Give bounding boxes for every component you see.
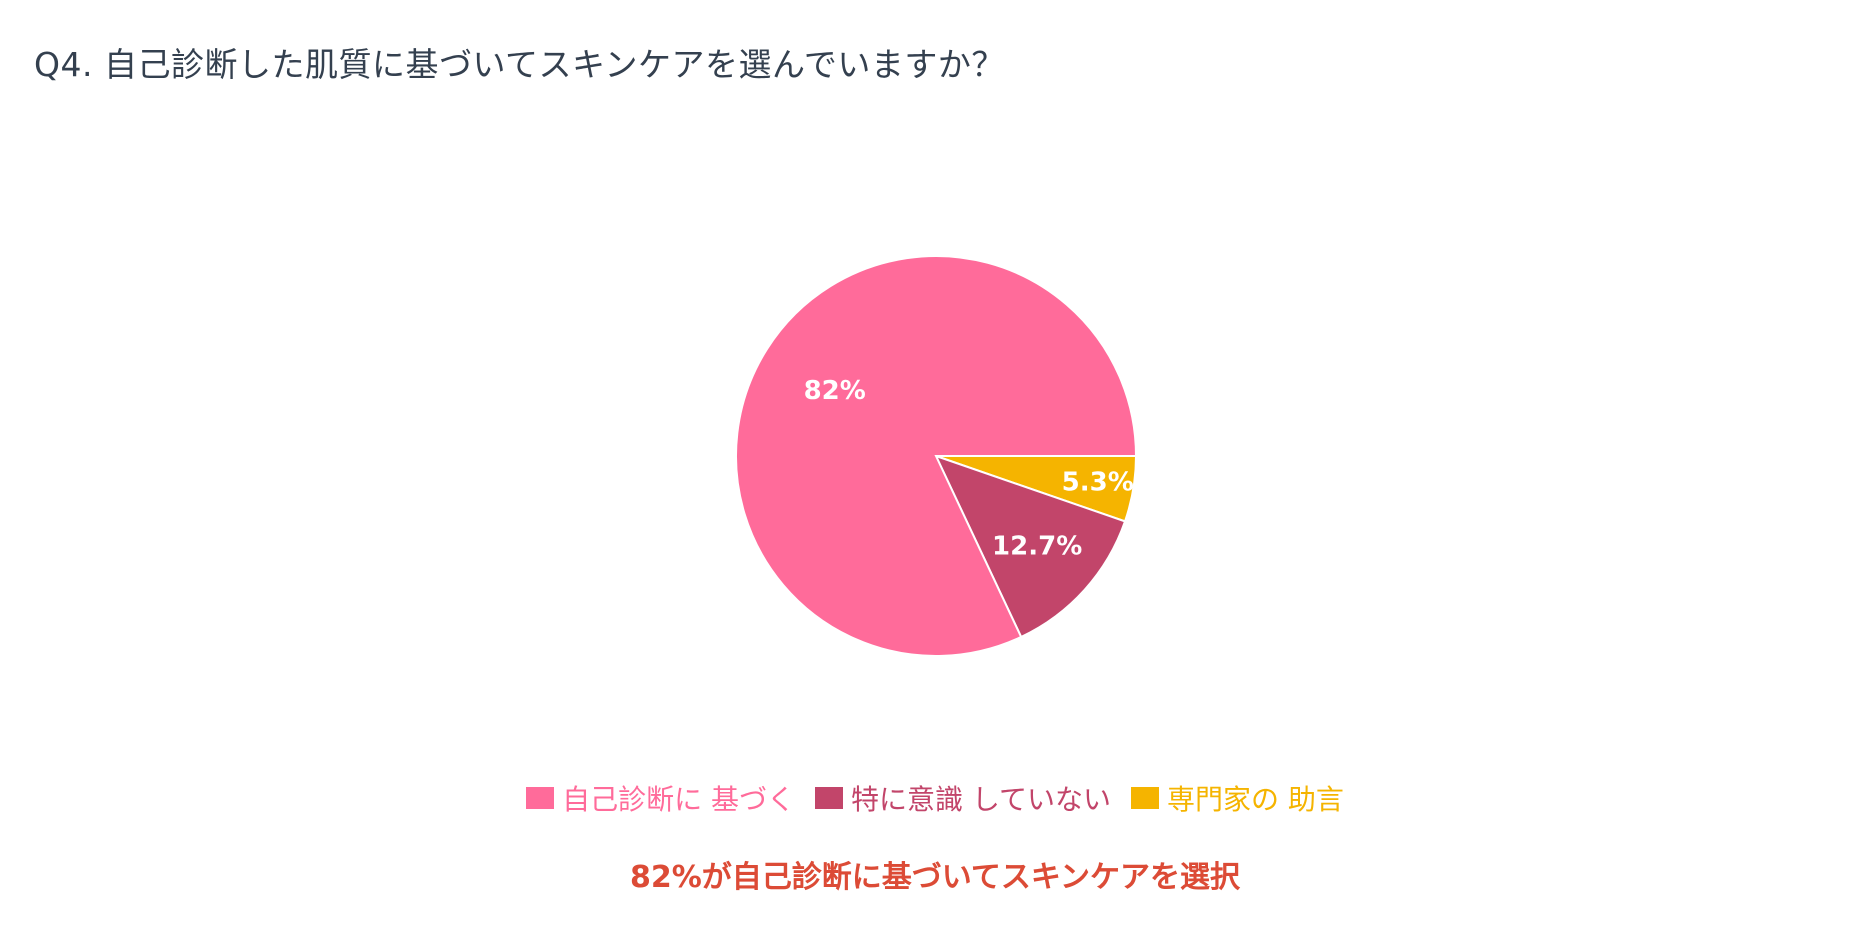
legend-label: 専門家の 助言	[1167, 783, 1344, 816]
pie-slice	[934, 454, 1127, 639]
legend-label: 自己診断に 基づく	[562, 783, 795, 816]
slice-value-label: 12.7%	[992, 531, 1082, 561]
legend-swatch	[814, 787, 843, 809]
summary-text: 82%が自己診断に基づいてスキンケアを選択	[629, 860, 1240, 895]
legend-item: 特に意識 していない	[814, 778, 1112, 818]
pie-slice	[735, 255, 1138, 657]
slice-value-label: 82%	[804, 376, 866, 406]
legend-item: 専門家の 助言	[1131, 778, 1344, 818]
slice-value-label: 5.3%	[1062, 468, 1134, 498]
legend-item: 自己診断に 基づく	[526, 778, 795, 818]
chart-title: Q4. 自己診断した肌質に基づいてスキンケアを選んでいますか？	[34, 45, 1005, 84]
legend: 自己診断に 基づく 特に意識 していない 専門家の 助言	[0, 778, 1870, 818]
legend-swatch	[1131, 787, 1160, 809]
legend-swatch	[526, 787, 555, 809]
legend-label: 特に意識 していない	[850, 783, 1112, 816]
